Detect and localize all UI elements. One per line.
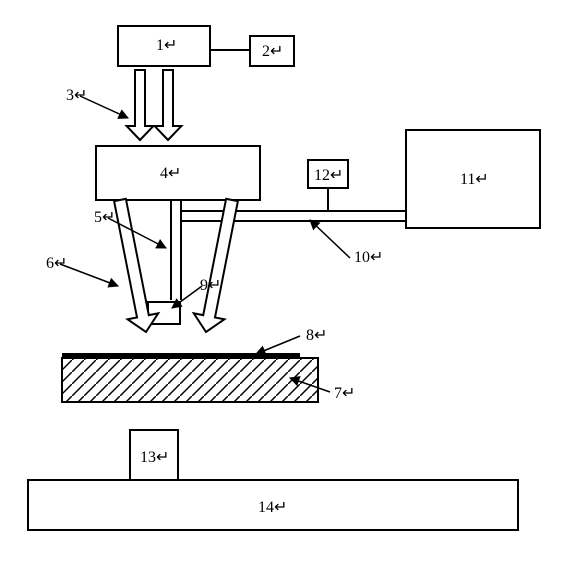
label-13: 13↵	[140, 449, 169, 466]
leader-l8	[256, 336, 300, 354]
label-11: 11↵	[460, 171, 489, 188]
label-9: 9↵	[200, 277, 221, 294]
label-3: 3↵	[66, 87, 87, 104]
label-7: 7↵	[334, 385, 355, 402]
label-6: 6↵	[46, 255, 67, 272]
label-12: 12↵	[314, 167, 343, 184]
label-2: 2↵	[262, 43, 283, 60]
label-14: 14↵	[258, 499, 287, 516]
arrow-3a	[127, 70, 154, 140]
label-8: 8↵	[306, 327, 327, 344]
substrate-7	[62, 358, 318, 402]
leader-l6	[60, 264, 118, 286]
leader-l5	[108, 218, 166, 248]
label-10: 10↵	[354, 249, 383, 266]
arrow-6b	[194, 199, 238, 332]
arrow-3b	[155, 70, 182, 140]
label-5: 5↵	[94, 209, 115, 226]
leader-l9	[172, 286, 202, 308]
label-4: 4↵	[160, 165, 181, 182]
label-1: 1↵	[156, 37, 177, 54]
leader-l10	[310, 220, 350, 258]
